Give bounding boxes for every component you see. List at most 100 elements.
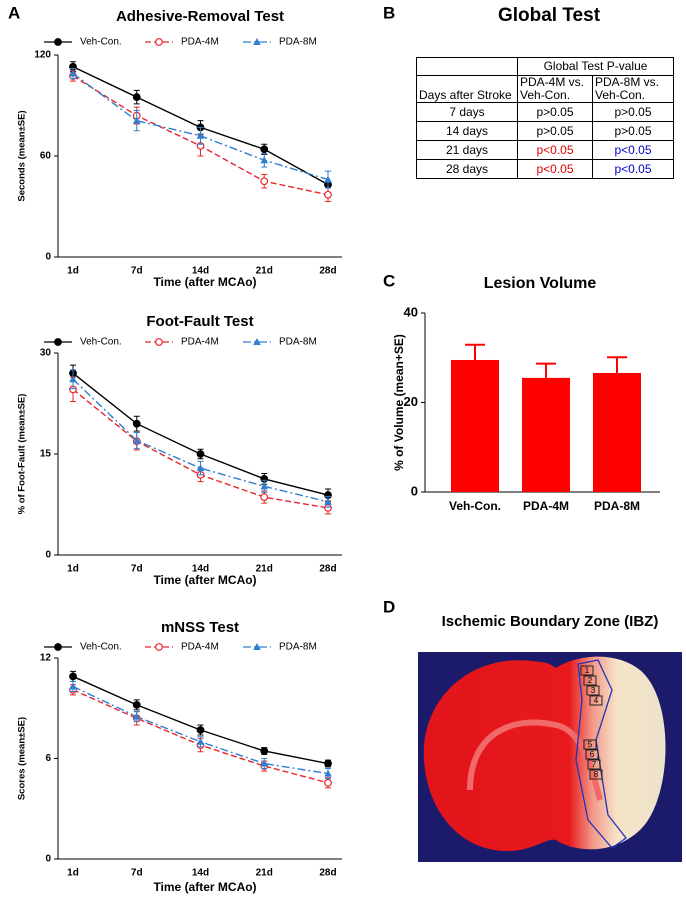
- series-line: [72, 388, 329, 509]
- table-header: Global Test P-value: [517, 57, 674, 76]
- region-box: [583, 739, 597, 750]
- marker: [132, 419, 141, 428]
- x-tick-label: 28d: [319, 868, 336, 879]
- region-label: 6: [590, 750, 595, 759]
- table-header: PDA-8M vs. Veh-Con.: [592, 75, 674, 103]
- x-tick-label: 21d: [256, 868, 273, 879]
- legend-marker: [155, 338, 163, 346]
- marker: [260, 177, 269, 186]
- y-axis-label: Scores (mean±SE): [17, 717, 28, 800]
- marker: [132, 701, 141, 709]
- region-box: [586, 685, 600, 696]
- x-tick-label: 1d: [67, 266, 79, 277]
- marker: [132, 436, 141, 444]
- region-label: 1: [585, 666, 590, 675]
- panel-label: B: [383, 3, 395, 22]
- legend-label: PDA-8M: [279, 642, 317, 653]
- marker: [196, 726, 205, 734]
- bar: [451, 359, 499, 492]
- legend-marker: [253, 643, 261, 650]
- region-label: 7: [592, 760, 597, 769]
- x-tick-label: Veh-Con.: [449, 499, 501, 513]
- legend-label: Veh-Con.: [80, 642, 122, 653]
- table-cell: 21 days: [416, 140, 518, 160]
- x-axis-label: Time (after MCAo): [153, 275, 256, 289]
- marker: [324, 175, 332, 183]
- marker: [260, 156, 269, 164]
- marker: [324, 190, 332, 199]
- x-tick-label: PDA-4M: [523, 499, 569, 513]
- y-axis-label: % of Foot-Fault (mean±SE): [17, 394, 28, 515]
- panel-label: A: [8, 3, 20, 22]
- table-cell: p<0.05: [517, 159, 593, 179]
- region-label: 2: [588, 676, 593, 685]
- legend-label: Veh-Con.: [80, 337, 122, 348]
- x-tick-label: 7d: [131, 868, 143, 879]
- table-cell: 28 days: [416, 159, 518, 179]
- p-value-table: Global Test P-value Days after Stroke PD…: [416, 57, 674, 179]
- x-tick-label: 21d: [256, 564, 273, 575]
- chart-title: Lesion Volume: [484, 275, 597, 292]
- y-tick-label: 0: [45, 550, 51, 561]
- table-cell: p<0.05: [592, 159, 674, 179]
- x-axis-label: Time (after MCAo): [153, 573, 256, 587]
- legend-label: PDA-8M: [279, 337, 317, 348]
- x-tick-label: 28d: [319, 564, 336, 575]
- legend-label: PDA-4M: [181, 337, 219, 348]
- y-axis-label: Seconds (mean±SE): [17, 110, 28, 201]
- marker: [260, 482, 269, 490]
- table-cell: p>0.05: [592, 102, 674, 122]
- table-cell: 14 days: [416, 121, 518, 141]
- marker: [324, 778, 332, 787]
- legend-label: PDA-4M: [181, 37, 219, 48]
- region-box: [587, 759, 601, 770]
- panel-label: C: [383, 271, 395, 290]
- y-tick-label: 20: [404, 394, 418, 409]
- marker: [260, 145, 269, 154]
- y-axis-label: % of Volume (mean+SE): [392, 334, 406, 471]
- y-tick-label: 0: [45, 252, 51, 263]
- table-cell: p<0.05: [517, 140, 593, 160]
- marker: [260, 759, 269, 767]
- error-bar: [607, 356, 627, 373]
- series-line: [72, 378, 329, 503]
- y-tick-label: 60: [40, 151, 52, 162]
- region-label: 3: [591, 686, 596, 695]
- legend-label: PDA-8M: [279, 37, 317, 48]
- table-cell: p>0.05: [517, 121, 593, 141]
- legend-label: Veh-Con.: [80, 37, 122, 48]
- marker: [132, 712, 141, 720]
- error-bar: [465, 343, 485, 360]
- x-tick-label: 14d: [192, 868, 209, 879]
- legend-marker: [253, 338, 261, 345]
- brain-image: [418, 652, 682, 862]
- x-tick-label: PDA-8M: [594, 499, 640, 513]
- legend-marker: [155, 38, 163, 46]
- marker: [260, 493, 269, 501]
- table-header: Days after Stroke: [416, 75, 518, 103]
- region-label: 4: [594, 696, 599, 705]
- legend-marker: [54, 338, 62, 346]
- table-cell: p>0.05: [517, 102, 593, 122]
- legend-marker: [54, 643, 62, 651]
- y-tick-label: 0: [45, 854, 51, 865]
- x-tick-label: 7d: [131, 266, 143, 277]
- marker: [196, 450, 205, 458]
- table-header: PDA-4M vs. Veh-Con.: [517, 75, 593, 103]
- error-bar: [536, 362, 556, 378]
- chart-title: Adhesive-Removal Test: [116, 8, 284, 25]
- x-tick-label: 14d: [192, 564, 209, 575]
- x-tick-label: 1d: [67, 564, 79, 575]
- marker: [324, 769, 332, 777]
- panel-label: D: [383, 597, 395, 616]
- image-title: Ischemic Boundary Zone (IBZ): [442, 613, 659, 630]
- table-cell: p>0.05: [592, 121, 674, 141]
- marker: [324, 759, 332, 768]
- chart-title: Foot-Fault Test: [146, 313, 253, 330]
- chart-title: mNSS Test: [161, 619, 239, 636]
- table-cell: 7 days: [416, 102, 518, 122]
- marker: [196, 737, 205, 745]
- region-box: [583, 675, 597, 686]
